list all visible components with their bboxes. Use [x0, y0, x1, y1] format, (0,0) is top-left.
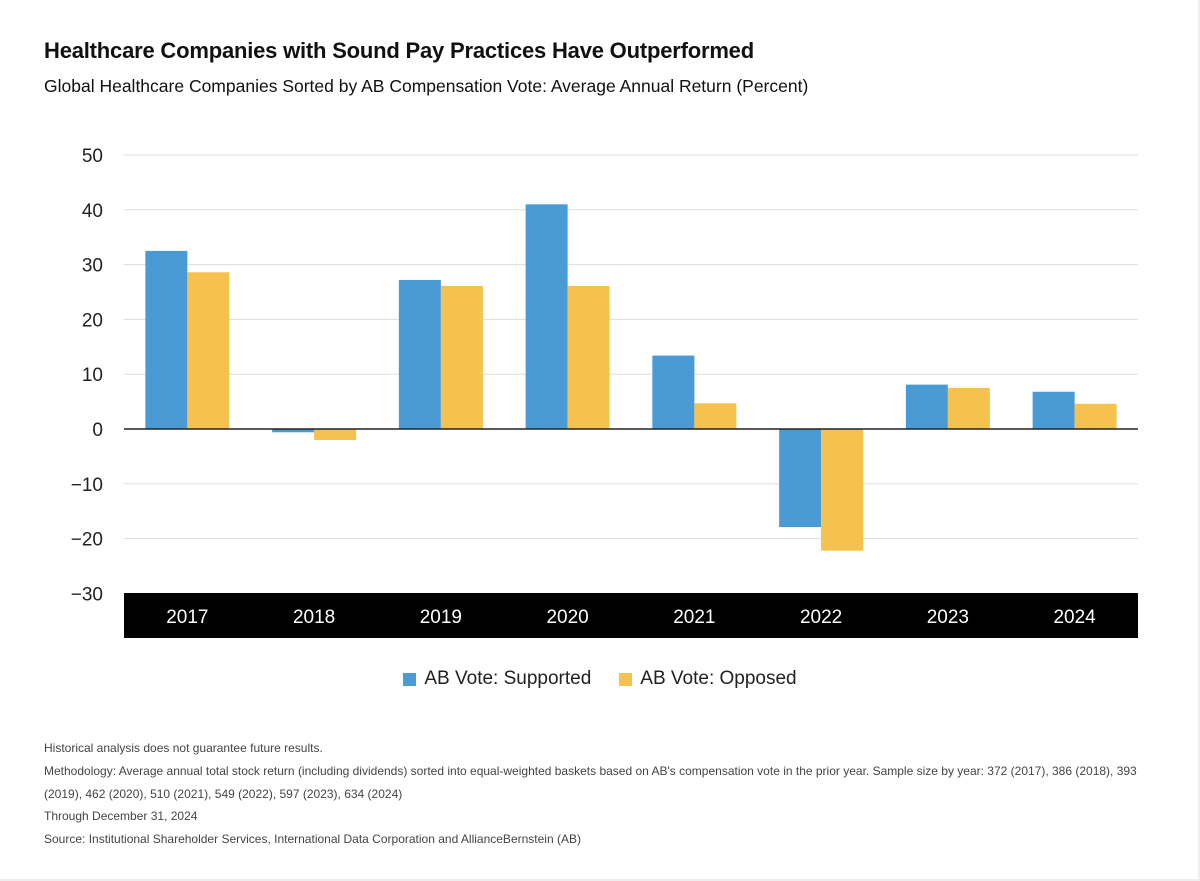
- bar-opposed-2018: [314, 429, 357, 440]
- x-tick-label-2018: 2018: [293, 607, 335, 628]
- footnotes: Historical analysis does not guarantee f…: [44, 737, 1164, 851]
- x-tick-label-2019: 2019: [420, 607, 462, 628]
- bar-opposed-2022: [821, 429, 864, 551]
- x-tick-label-2020: 2020: [546, 607, 588, 628]
- y-tick-label: 0: [92, 420, 103, 441]
- y-tick-label: 10: [82, 365, 103, 386]
- bar-supported-2023: [905, 384, 948, 429]
- bar-supported-2022: [779, 429, 822, 528]
- bar-opposed-2019: [440, 285, 483, 429]
- category-axis-band: [124, 593, 1138, 638]
- disclaimer-note: Historical analysis does not guarantee f…: [44, 741, 323, 755]
- chart-subtitle: Global Healthcare Companies Sorted by AB…: [44, 76, 809, 96]
- bar-opposed-2020: [567, 285, 610, 429]
- y-tick-label: 40: [82, 201, 103, 222]
- y-tick-label: 50: [82, 146, 103, 167]
- bar-supported-2019: [398, 279, 441, 429]
- legend-swatch-supported: [403, 672, 417, 686]
- legend-swatch-opposed: [619, 672, 633, 686]
- x-tick-label-2024: 2024: [1053, 607, 1096, 628]
- x-tick-label-2017: 2017: [166, 607, 208, 628]
- bar-opposed-2023: [947, 387, 990, 429]
- bar-opposed-2017: [187, 272, 230, 429]
- chart-legend: AB Vote: Supported AB Vote: Opposed: [0, 668, 1200, 690]
- y-tick-label: −20: [71, 530, 103, 551]
- x-tick-label-2023: 2023: [927, 607, 969, 628]
- through-date-note: Through December 31, 2024: [44, 809, 198, 824]
- bar-supported-2024: [1032, 391, 1075, 429]
- source-note: Source: Institutional Shareholder Servic…: [44, 832, 581, 847]
- legend-label-opposed: AB Vote: Opposed: [640, 668, 797, 689]
- bar-supported-2021: [652, 355, 695, 429]
- methodology-note: Methodology: Average annual total stock …: [44, 763, 1137, 801]
- bar-supported-2018: [272, 429, 315, 433]
- x-tick-label-2021: 2021: [673, 607, 715, 628]
- y-tick-label: −30: [71, 584, 103, 605]
- legend-item-opposed: AB Vote: Opposed: [619, 668, 797, 690]
- legend-item-supported: AB Vote: Supported: [403, 668, 591, 690]
- bar-opposed-2024: [1074, 403, 1117, 429]
- legend-label-supported: AB Vote: Supported: [424, 668, 592, 689]
- bar-chart: 50 40 30 20 10 0 −10 −20 −30 2017 2018 2019 2020 2021…: [71, 146, 1138, 638]
- bar-supported-2017: [145, 250, 188, 429]
- y-tick-label: −10: [71, 475, 103, 496]
- bar-opposed-2021: [694, 403, 737, 429]
- chart-title: Healthcare Companies with Sound Pay Prac…: [44, 38, 754, 63]
- y-tick-label: 20: [82, 310, 103, 331]
- y-tick-label: 30: [82, 256, 103, 277]
- x-tick-label-2022: 2022: [800, 607, 842, 628]
- bar-supported-2020: [525, 204, 568, 429]
